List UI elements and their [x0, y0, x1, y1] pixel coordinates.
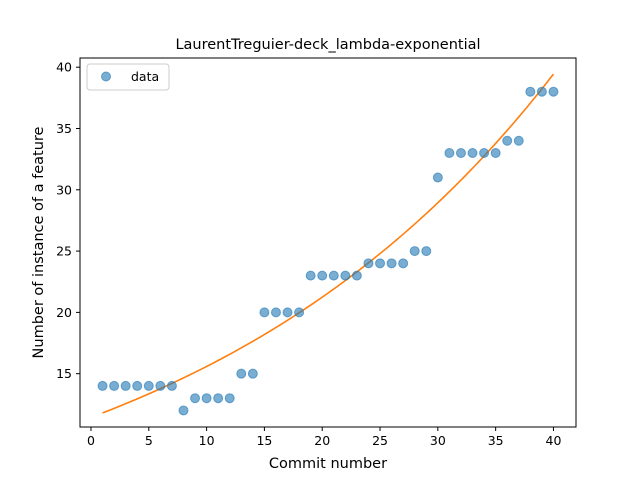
data-point	[213, 393, 224, 404]
x-tick-label: 15	[256, 433, 272, 448]
legend-label-data: data	[131, 69, 159, 84]
legend: data	[86, 63, 170, 91]
x-tick-label: 35	[488, 433, 504, 448]
data-point	[109, 380, 120, 391]
data-point	[328, 270, 339, 281]
data-point	[270, 307, 281, 318]
data-point	[536, 86, 547, 97]
data-point	[236, 368, 247, 379]
data-point	[363, 258, 374, 269]
x-tick-label: 30	[430, 433, 446, 448]
axes-frame	[79, 57, 577, 428]
x-tick-label: 20	[314, 433, 330, 448]
data-point	[259, 307, 270, 318]
y-tick-label: 15	[56, 366, 72, 381]
x-axis-label: Commit number	[269, 456, 387, 472]
data-point	[490, 148, 501, 159]
data-point	[97, 380, 108, 391]
data-point	[340, 270, 351, 281]
x-tick-label: 5	[145, 433, 153, 448]
x-tick-label: 0	[87, 433, 95, 448]
x-tick-label: 25	[372, 433, 388, 448]
ticks: 0 5 10 15 20 25 30 35 40 15 20 25 30 35 40	[56, 60, 561, 448]
legend-marker	[101, 71, 111, 82]
data-point	[409, 246, 420, 257]
data-point	[375, 258, 386, 269]
data-point	[190, 393, 201, 404]
x-tick-label: 40	[546, 433, 562, 448]
x-tick-label: 10	[199, 433, 215, 448]
data-point	[120, 380, 131, 391]
data-point	[548, 86, 559, 97]
y-tick-label: 20	[56, 305, 72, 320]
data-point	[247, 368, 258, 379]
data-point	[166, 380, 177, 391]
legend-frame	[86, 63, 170, 91]
data-point	[305, 270, 316, 281]
y-tick-label: 25	[56, 244, 72, 259]
y-tick-label: 35	[56, 121, 72, 136]
data-point	[502, 135, 513, 146]
data-point	[351, 270, 362, 281]
data-point	[132, 380, 143, 391]
data-point	[525, 86, 536, 97]
data-point	[455, 148, 466, 159]
data-point	[398, 258, 409, 269]
y-axis-label: Number of instance of a feature	[31, 126, 47, 358]
data-point	[282, 307, 293, 318]
fit-line	[102, 73, 555, 414]
plot-area	[80, 58, 576, 427]
data-point	[201, 393, 212, 404]
data-point	[224, 393, 235, 404]
data-point	[143, 380, 154, 391]
data-point	[421, 246, 432, 257]
data-point	[155, 380, 166, 391]
data-point	[178, 405, 189, 416]
data-point	[386, 258, 397, 269]
y-tick-label: 40	[56, 60, 72, 75]
data-point	[444, 148, 455, 159]
chart-title: LaurentTreguier-deck_lambda-exponential	[175, 37, 480, 53]
y-tick-label: 30	[56, 182, 72, 197]
fit-layer	[102, 73, 555, 414]
axes	[79, 57, 577, 428]
data-point	[317, 270, 328, 281]
data-point	[479, 148, 490, 159]
data-points	[97, 86, 559, 416]
data-point	[432, 172, 443, 183]
data-point	[513, 135, 524, 146]
data-point	[294, 307, 305, 318]
data-point	[467, 148, 478, 159]
